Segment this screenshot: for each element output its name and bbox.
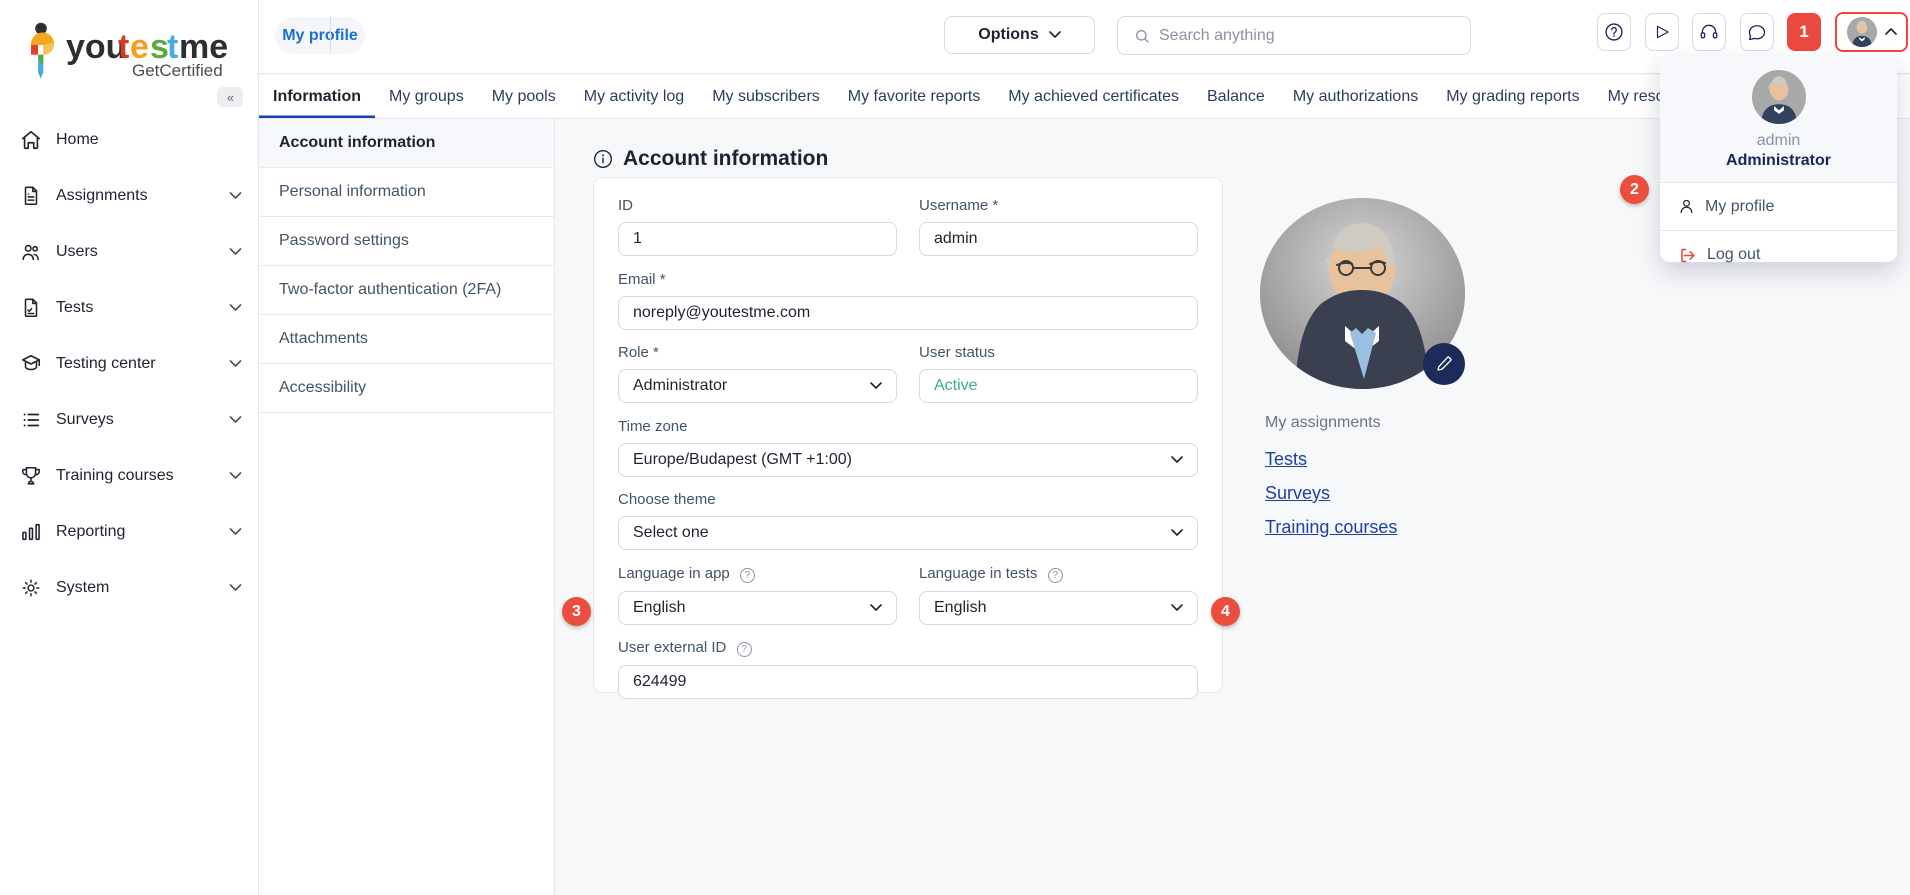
svg-text:GetCertified: GetCertified (132, 61, 223, 80)
svg-text:t: t (118, 28, 129, 66)
